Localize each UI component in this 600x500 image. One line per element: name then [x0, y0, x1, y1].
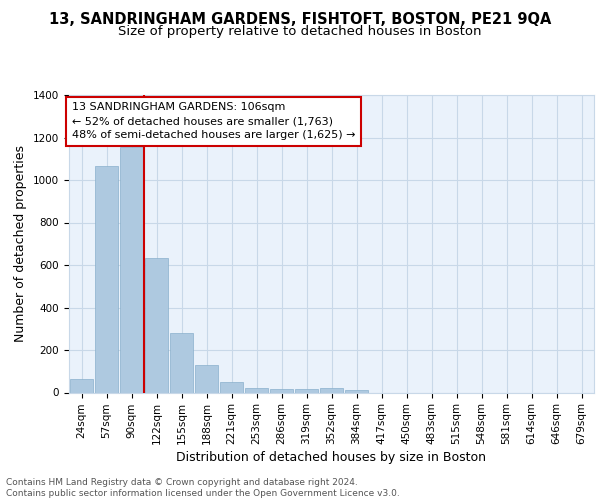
Text: 13, SANDRINGHAM GARDENS, FISHTOFT, BOSTON, PE21 9QA: 13, SANDRINGHAM GARDENS, FISHTOFT, BOSTO…	[49, 12, 551, 28]
Bar	[95, 166, 118, 392]
Bar	[170, 333, 193, 392]
Bar	[345, 390, 368, 392]
Bar	[320, 388, 343, 392]
Text: Size of property relative to detached houses in Boston: Size of property relative to detached ho…	[118, 25, 482, 38]
Y-axis label: Number of detached properties: Number of detached properties	[14, 145, 28, 342]
Bar	[120, 147, 143, 392]
Bar	[70, 378, 93, 392]
Bar	[195, 365, 218, 392]
Bar	[245, 388, 268, 392]
Text: 13 SANDRINGHAM GARDENS: 106sqm
← 52% of detached houses are smaller (1,763)
48% : 13 SANDRINGHAM GARDENS: 106sqm ← 52% of …	[71, 102, 355, 141]
X-axis label: Distribution of detached houses by size in Boston: Distribution of detached houses by size …	[176, 452, 487, 464]
Bar	[295, 390, 318, 392]
Bar	[145, 258, 168, 392]
Text: Contains HM Land Registry data © Crown copyright and database right 2024.
Contai: Contains HM Land Registry data © Crown c…	[6, 478, 400, 498]
Bar	[270, 390, 293, 392]
Bar	[220, 382, 243, 392]
